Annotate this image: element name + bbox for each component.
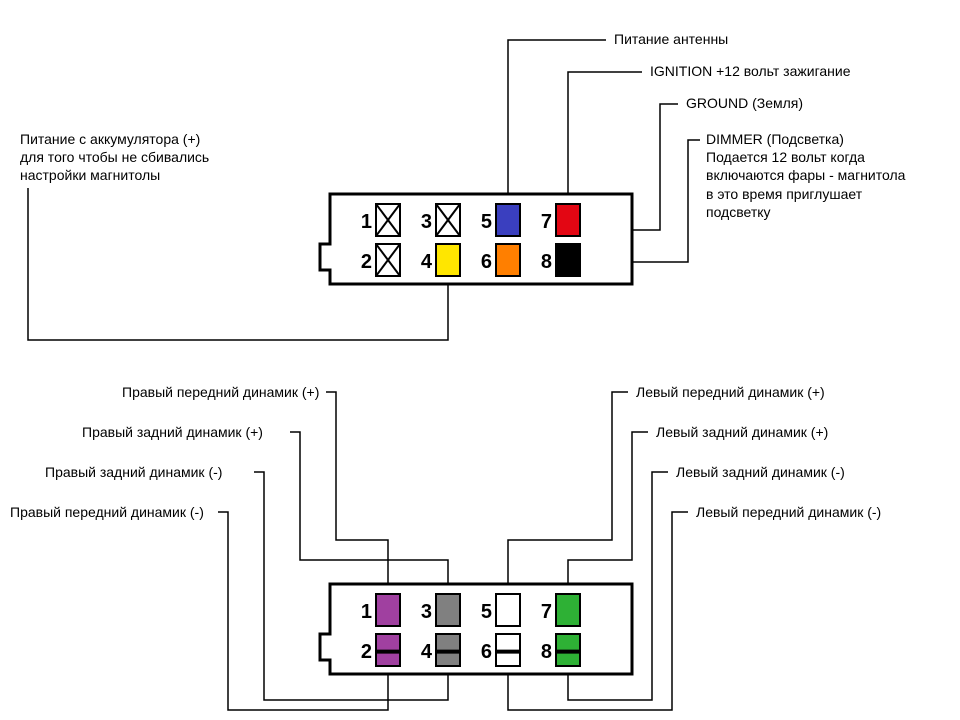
label-a-battery: Питание с аккумулятора (+) для того чтоб… [20, 130, 209, 185]
svg-text:6: 6 [481, 251, 492, 273]
svg-text:2: 2 [361, 251, 372, 273]
label-b-l3: Правый задний динамик (-) [45, 463, 222, 481]
label-b-r1: Левый передний динамик (+) [636, 383, 825, 401]
svg-text:4: 4 [421, 251, 433, 273]
svg-text:6: 6 [481, 641, 492, 663]
label-a-ground: GROUND (Земля) [686, 94, 803, 112]
label-a-dimmer: DIMMER (Подсветка) Подается 12 вольт ког… [706, 130, 905, 221]
label-b-r3: Левый задний динамик (-) [676, 463, 845, 481]
svg-text:5: 5 [481, 211, 492, 233]
label-b-l4: Правый передний динамик (-) [10, 503, 204, 521]
svg-text:4: 4 [421, 641, 433, 663]
svg-text:8: 8 [541, 641, 552, 663]
svg-text:3: 3 [421, 211, 432, 233]
wiring-diagram-svg: 1 3 5 7 2 4 6 8 1 3 5 7 2 4 6 8 [0, 0, 960, 720]
svg-text:7: 7 [541, 211, 552, 233]
svg-text:3: 3 [421, 601, 432, 623]
svg-text:5: 5 [481, 601, 492, 623]
svg-text:8: 8 [541, 251, 552, 273]
label-a-ignition: IGNITION +12 вольт зажигание [650, 62, 851, 80]
svg-text:7: 7 [541, 601, 552, 623]
svg-text:1: 1 [361, 211, 372, 233]
svg-text:1: 1 [361, 601, 372, 623]
label-b-l2: Правый задний динамик (+) [82, 423, 263, 441]
label-b-r2: Левый задний динамик (+) [656, 423, 828, 441]
label-b-l1: Правый передний динамик (+) [122, 383, 319, 401]
label-b-r4: Левый передний динамик (-) [696, 503, 881, 521]
label-a-antenna: Питание антенны [614, 30, 728, 48]
svg-text:2: 2 [361, 641, 372, 663]
